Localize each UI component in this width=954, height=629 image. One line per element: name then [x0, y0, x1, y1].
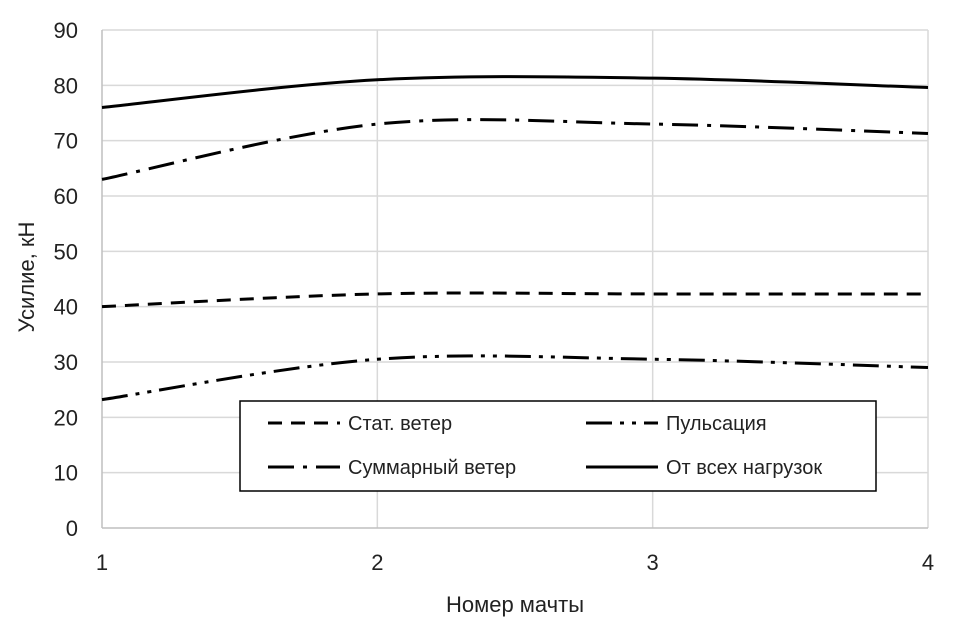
- y-tick-label: 70: [54, 129, 78, 154]
- y-tick-label: 80: [54, 73, 78, 98]
- y-tick-label: 40: [54, 295, 78, 320]
- x-tick-label: 3: [647, 550, 659, 575]
- series-line-1: [101, 291, 928, 309]
- series-lines: [101, 75, 929, 402]
- y-axis-title: Усилие, кН: [14, 222, 39, 333]
- legend-label-4: От всех нагрузок: [666, 457, 822, 479]
- y-tick-label: 0: [66, 516, 78, 541]
- y-tick-label: 20: [54, 405, 78, 430]
- legend-label-1: Стат. ветер: [348, 413, 452, 435]
- axes: [101, 30, 928, 529]
- series-line-2: [101, 354, 929, 402]
- y-tick-label: 90: [54, 18, 78, 43]
- x-tick-label: 4: [922, 550, 934, 575]
- y-tick-label: 60: [54, 184, 78, 209]
- legend-label-3: Суммарный ветер: [348, 457, 516, 479]
- x-axis-title: Номер мачты: [446, 592, 584, 617]
- legend-label-2: Пульсация: [666, 413, 767, 435]
- y-tick-label: 50: [54, 239, 78, 264]
- legend: Стат. ветер Пульсация Суммарный ветер От вс…: [239, 400, 877, 492]
- x-tick-label: 2: [371, 550, 383, 575]
- x-tick-label: 1: [96, 550, 108, 575]
- legend-box: [239, 400, 877, 492]
- y-tick-label: 10: [54, 461, 78, 486]
- y-tick-label: 30: [54, 350, 78, 375]
- series-line-4: [101, 75, 929, 109]
